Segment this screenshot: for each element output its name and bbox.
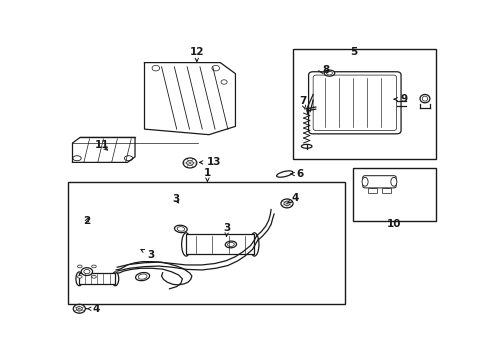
Circle shape <box>183 158 196 168</box>
Text: 5: 5 <box>350 46 357 57</box>
Text: 3: 3 <box>141 249 155 260</box>
Text: 6: 6 <box>290 169 304 179</box>
Ellipse shape <box>135 273 149 281</box>
Text: 3: 3 <box>223 223 230 237</box>
Ellipse shape <box>78 265 82 268</box>
Bar <box>79 273 115 284</box>
Bar <box>68 182 344 304</box>
Ellipse shape <box>81 268 92 275</box>
Text: 2: 2 <box>83 216 90 226</box>
Ellipse shape <box>78 275 82 278</box>
Ellipse shape <box>92 265 96 268</box>
Bar <box>381 188 390 193</box>
Ellipse shape <box>76 272 82 286</box>
Text: 7: 7 <box>299 96 306 109</box>
Text: 4: 4 <box>86 304 100 314</box>
Bar <box>292 49 435 159</box>
Ellipse shape <box>174 225 187 233</box>
Ellipse shape <box>324 70 334 76</box>
Ellipse shape <box>225 241 236 248</box>
Ellipse shape <box>390 177 396 186</box>
Ellipse shape <box>181 233 190 256</box>
Ellipse shape <box>301 144 311 148</box>
Ellipse shape <box>249 233 259 256</box>
Text: 1: 1 <box>203 168 211 181</box>
Ellipse shape <box>419 94 429 103</box>
Text: 4: 4 <box>287 193 298 203</box>
Text: 12: 12 <box>189 47 203 62</box>
Text: 8: 8 <box>322 66 329 75</box>
Text: 9: 9 <box>393 94 407 104</box>
Circle shape <box>280 199 292 208</box>
Bar <box>186 234 254 255</box>
Text: 3: 3 <box>172 194 179 204</box>
Bar <box>352 168 435 221</box>
Text: 11: 11 <box>95 140 109 150</box>
Circle shape <box>73 304 85 313</box>
Bar <box>367 188 376 193</box>
Text: 13: 13 <box>199 157 221 167</box>
Ellipse shape <box>92 275 96 278</box>
Ellipse shape <box>361 177 367 186</box>
FancyBboxPatch shape <box>308 72 400 134</box>
Ellipse shape <box>112 272 119 286</box>
Ellipse shape <box>276 171 292 177</box>
FancyBboxPatch shape <box>362 176 395 188</box>
Text: 10: 10 <box>386 219 401 229</box>
